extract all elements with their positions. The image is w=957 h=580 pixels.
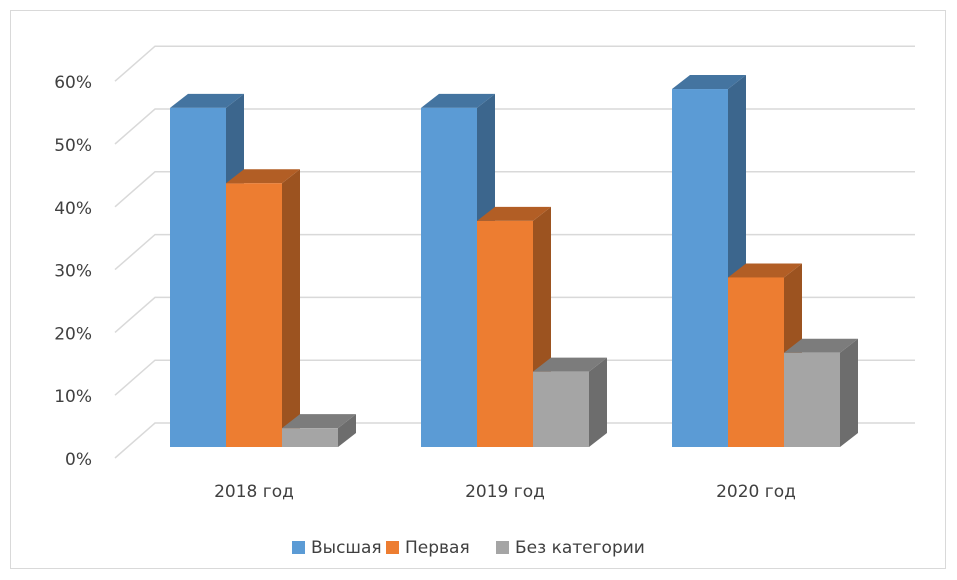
bar-top (170, 93, 244, 108)
x-tick-label: 2020 год (716, 482, 796, 502)
bar-front (533, 371, 589, 447)
bar-front (226, 183, 282, 448)
y-tick-label: 0% (65, 450, 92, 470)
bar-front (421, 107, 477, 447)
x-tick-label: 2018 год (214, 482, 294, 502)
bar (226, 169, 300, 448)
y-tick-label: 60% (54, 73, 92, 93)
y-tick-label: 50% (54, 136, 92, 156)
bar (533, 357, 607, 447)
bar (282, 414, 356, 447)
y-tick-label: 20% (54, 324, 92, 344)
y-tick-label: 30% (54, 262, 92, 282)
bar-front (477, 220, 533, 447)
bar-side (338, 414, 356, 447)
legend-swatch (496, 541, 509, 554)
grid-line (114, 45, 915, 82)
bar-top (784, 338, 858, 353)
bar-top (226, 169, 300, 184)
bar-side (840, 338, 858, 447)
legend-label: Высшая (311, 538, 382, 558)
x-tick-label: 2019 год (465, 482, 545, 502)
bar-front (672, 89, 728, 447)
grid-line (114, 171, 915, 208)
bar-front (784, 352, 840, 447)
grid-line (114, 422, 915, 459)
bar-front (282, 428, 338, 447)
bar-front (728, 277, 784, 447)
grid-line (114, 359, 915, 396)
bar-top (477, 206, 551, 221)
bar-top (421, 93, 495, 108)
bar-front (170, 107, 226, 447)
legend-swatch (386, 541, 399, 554)
bar-side (282, 169, 300, 448)
bar (784, 338, 858, 447)
y-tick-label: 40% (54, 199, 92, 219)
legend-label: Без категории (515, 538, 645, 558)
legend-label: Первая (405, 538, 470, 558)
grid-line (114, 108, 915, 145)
legend-swatch (292, 541, 305, 554)
bar (672, 75, 746, 447)
bar-top (728, 263, 802, 278)
grid-line (114, 233, 915, 271)
y-tick-label: 10% (54, 387, 92, 407)
grid-line (114, 296, 915, 333)
bar-side (589, 357, 607, 447)
bar-top (282, 414, 356, 429)
bar-top (672, 75, 746, 90)
bar-top (533, 357, 607, 372)
